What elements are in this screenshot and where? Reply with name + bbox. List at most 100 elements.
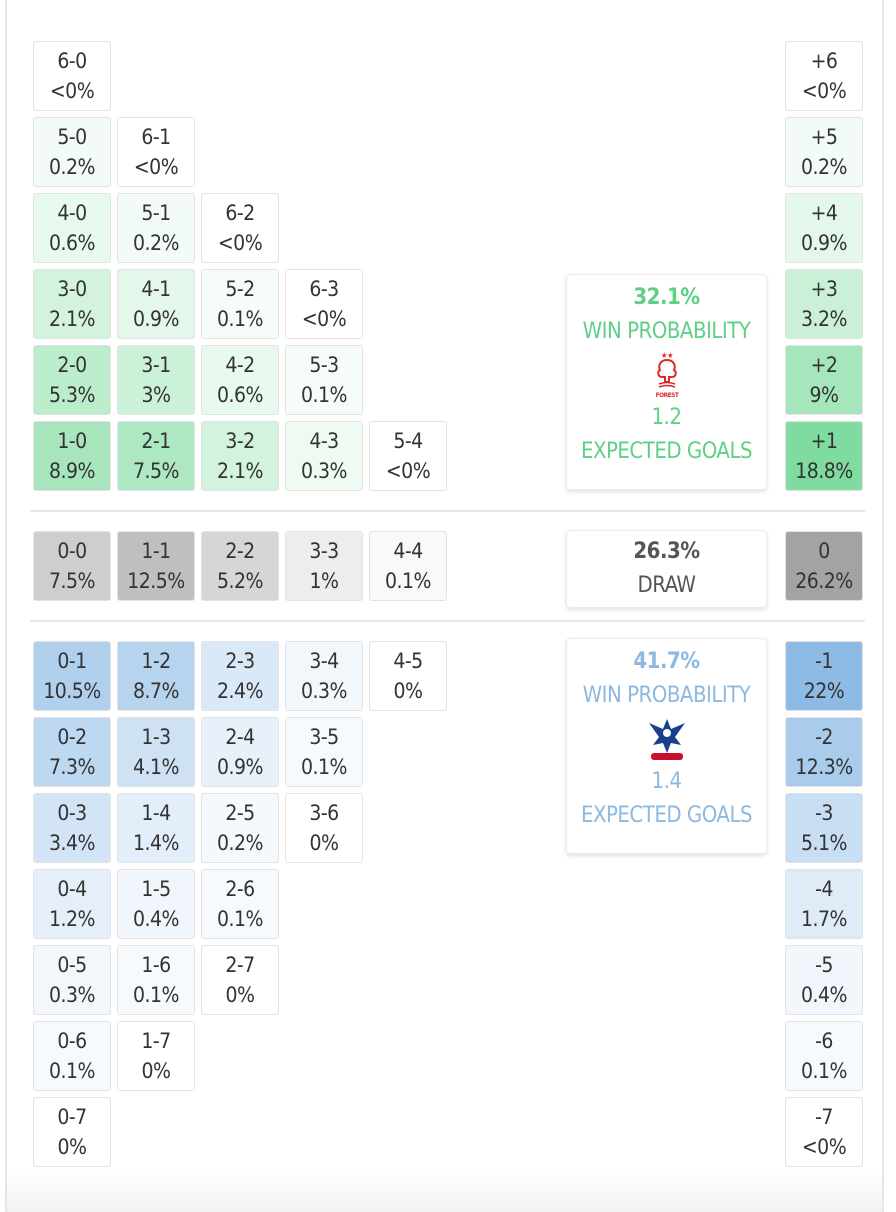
cell-probability: 0.1% [133, 983, 180, 1007]
cell-label: 6-1 [141, 125, 171, 149]
cell-label: -6 [815, 1029, 833, 1053]
cell-probability: 0.4% [801, 983, 848, 1007]
cell-label: 4-0 [57, 201, 87, 225]
cell-probability: 0.1% [301, 755, 348, 779]
cell-probability: <0% [217, 231, 263, 255]
home-margin-cell: +2 9% [785, 345, 863, 415]
cell-label: 3-4 [309, 649, 339, 673]
draw-score-cell: 1-1 12.5% [117, 531, 195, 601]
cell-label: -4 [815, 877, 833, 901]
cell-label: 1-3 [141, 725, 171, 749]
home-score-cell: 6-1 <0% [117, 117, 195, 187]
home-margin-cell: +5 0.2% [785, 117, 863, 187]
away-score-cell: 1-6 0.1% [117, 945, 195, 1015]
away-score-cell: 1-4 1.4% [117, 793, 195, 863]
home-score-cell: 1-0 8.9% [33, 421, 111, 491]
cell-label: 6-0 [57, 49, 87, 73]
cell-probability: 22% [803, 679, 845, 703]
cell-probability: 0.1% [49, 1059, 96, 1083]
cell-probability: 0.6% [217, 383, 264, 407]
cell-label: 2-2 [225, 539, 255, 563]
away-xg: 1.4 [651, 769, 682, 794]
cell-label: 1-4 [141, 801, 171, 825]
home-margin-cell: +3 3.2% [785, 269, 863, 339]
home-score-cell: 6-3 <0% [285, 269, 363, 339]
cell-label: 1-2 [141, 649, 171, 673]
cell-probability: 0.1% [801, 1059, 848, 1083]
away-score-cell: 0-5 0.3% [33, 945, 111, 1015]
cell-label: 3-1 [141, 353, 171, 377]
cell-probability: 3.4% [49, 831, 96, 855]
cell-label: 4-3 [309, 429, 339, 453]
away-score-cell: 0-7 0% [33, 1097, 111, 1167]
draw-label: DRAW [637, 573, 696, 598]
cell-probability: 0.3% [301, 459, 348, 483]
cell-label: 3-6 [309, 801, 339, 825]
palace-crest-icon [648, 719, 685, 760]
cell-probability: 8.7% [133, 679, 180, 703]
cell-label: 2-5 [225, 801, 255, 825]
away-margin-cell: -6 0.1% [785, 1021, 863, 1091]
cell-label: -2 [815, 725, 833, 749]
cell-label: 4-4 [393, 539, 423, 563]
draw-score-cell: 3-3 1% [285, 531, 363, 601]
home-score-cell: 6-2 <0% [201, 193, 279, 263]
away-score-cell: 2-6 0.1% [201, 869, 279, 939]
away-score-cell: 3-4 0.3% [285, 641, 363, 711]
cell-probability: 5.3% [49, 383, 96, 407]
cell-label: +3 [810, 277, 838, 301]
cell-probability: 9% [809, 383, 839, 407]
cell-probability: 0.2% [217, 831, 264, 855]
away-score-cell: 1-3 4.1% [117, 717, 195, 787]
cell-probability: 10.5% [43, 679, 101, 703]
away-score-cell: 2-3 2.4% [201, 641, 279, 711]
home-xg: 1.2 [651, 405, 682, 430]
cell-probability: 1% [309, 569, 339, 593]
home-score-cell: 3-0 2.1% [33, 269, 111, 339]
cell-label: 4-5 [393, 649, 423, 673]
away-score-cell: 4-5 0% [369, 641, 447, 711]
away-score-cell: 1-2 8.7% [117, 641, 195, 711]
away-margin-cell: -4 1.7% [785, 869, 863, 939]
cell-label: 2-4 [225, 725, 255, 749]
cell-probability: 12.5% [127, 569, 185, 593]
cell-label: -7 [815, 1105, 833, 1129]
home-score-cell: 5-1 0.2% [117, 193, 195, 263]
cell-label: 3-2 [225, 429, 255, 453]
away-score-cell: 2-5 0.2% [201, 793, 279, 863]
cell-probability: 18.8% [795, 459, 853, 483]
svg-text:★★: ★★ [661, 351, 673, 360]
away-summary: 41.7% WIN PROBABILITY 1.4 EXPECTED GOALS [566, 638, 767, 854]
cell-label: 3-5 [309, 725, 339, 749]
home-score-cell: 3-1 3% [117, 345, 195, 415]
cell-label: 1-1 [141, 539, 171, 563]
away-margin-cell: -1 22% [785, 641, 863, 711]
cell-label: 0-4 [57, 877, 87, 901]
away-margin-cell: -7 <0% [785, 1097, 863, 1167]
cell-probability: 0.3% [49, 983, 96, 1007]
cell-probability: 0% [393, 679, 423, 703]
home-score-cell: 2-1 7.5% [117, 421, 195, 491]
cell-probability: 0% [309, 831, 339, 855]
cell-label: 5-4 [393, 429, 423, 453]
cell-label: 6-2 [225, 201, 255, 225]
away-score-cell: 0-2 7.3% [33, 717, 111, 787]
home-margin-cell: +4 0.9% [785, 193, 863, 263]
home-score-cell: 3-2 2.1% [201, 421, 279, 491]
cell-label: 2-0 [57, 353, 87, 377]
draw-score-cell: 0-0 7.5% [33, 531, 111, 601]
home-score-cell: 5-4 <0% [369, 421, 447, 491]
away-score-cell: 3-5 0.1% [285, 717, 363, 787]
cell-label: 3-3 [309, 539, 339, 563]
cell-label: 0-3 [57, 801, 87, 825]
cell-probability: <0% [801, 79, 847, 103]
svg-text:FOREST: FOREST [655, 391, 678, 399]
away-win-pct: 41.7% [633, 649, 700, 674]
away-score-cell: 1-7 0% [117, 1021, 195, 1091]
cell-label: +6 [810, 49, 838, 73]
draw-score-cell: 2-2 5.2% [201, 531, 279, 601]
cell-probability: 2.4% [217, 679, 264, 703]
cell-label: 4-2 [225, 353, 255, 377]
cell-label: 2-1 [141, 429, 171, 453]
cell-probability: 0.2% [801, 155, 848, 179]
